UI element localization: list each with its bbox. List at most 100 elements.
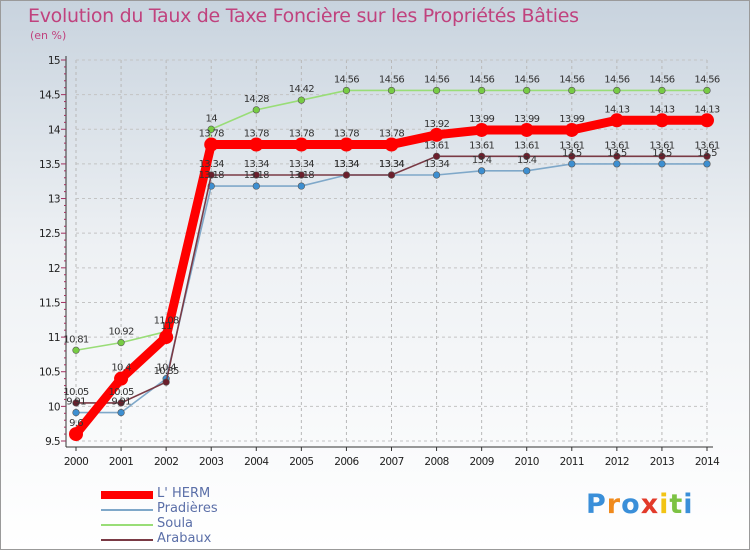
data-label-pradieres: 9.91 (111, 397, 131, 408)
data-point-l-herm (114, 371, 129, 386)
data-label-soula: 14.56 (694, 74, 719, 85)
data-label-soula: 14.56 (649, 74, 674, 85)
data-label-arabaux: 13.34 (334, 159, 359, 170)
y-axis-unit-label: (en %) (30, 29, 67, 42)
data-point-arabaux (162, 378, 170, 386)
data-label-pradieres: 13.5 (697, 148, 717, 159)
data-point-l-herm (429, 127, 444, 142)
data-label-l-herm: 14.13 (694, 104, 719, 115)
data-label-pradieres: 13.5 (562, 148, 582, 159)
y-tick-label: 10.5 (39, 367, 60, 379)
data-label-arabaux: 10.35 (154, 366, 179, 377)
legend-swatch (101, 491, 153, 499)
data-point-soula (252, 106, 260, 114)
data-point-soula (72, 346, 80, 354)
data-point-pradieres (252, 182, 260, 190)
data-point-arabaux (478, 152, 486, 160)
data-point-pradieres (72, 408, 80, 417)
data-point-pradieres (703, 160, 711, 168)
data-point-l-herm (564, 122, 579, 137)
data-label-soula: 14.56 (424, 74, 449, 85)
data-label-l-herm: 13.78 (379, 129, 404, 140)
y-tick-label: 13.5 (39, 159, 60, 171)
data-label-pradieres: 13.18 (199, 170, 224, 181)
y-tick-label: 14.5 (39, 90, 60, 102)
logo-letter: r (606, 489, 622, 520)
data-label-l-herm: 13.99 (559, 114, 584, 125)
data-point-soula (432, 86, 441, 95)
data-point-arabaux (117, 399, 125, 407)
data-point-pradieres (658, 160, 666, 168)
data-point-soula (658, 86, 666, 95)
x-tick-label: 2001 (109, 456, 133, 468)
data-label-soula: 14.56 (559, 74, 584, 85)
data-point-l-herm (69, 427, 83, 442)
data-label-l-herm: 14.13 (649, 104, 674, 115)
data-point-l-herm (204, 137, 219, 152)
data-label-soula: 11.08 (154, 316, 179, 327)
y-tick-label: 14 (48, 124, 61, 136)
data-point-pradieres (523, 167, 531, 175)
data-label-soula: 14.56 (334, 74, 359, 85)
data-point-l-herm (519, 122, 534, 137)
data-point-soula (523, 86, 531, 95)
data-point-l-herm (384, 137, 399, 152)
data-point-soula (613, 86, 621, 95)
data-point-pradieres (478, 167, 486, 175)
data-label-soula: 14.42 (289, 84, 314, 95)
logo-letter: o (621, 489, 641, 520)
data-label-soula: 10.92 (109, 327, 134, 338)
data-label-pradieres: 13.4 (472, 155, 492, 166)
data-point-arabaux (658, 152, 666, 160)
y-tick-label: 9.5 (45, 436, 60, 448)
data-point-soula (568, 86, 576, 95)
legend-label: Soula (157, 516, 194, 531)
legend-item-arabaux: Arabaux (101, 531, 301, 547)
legend-item-soula: Soula (101, 516, 301, 532)
data-point-arabaux (297, 171, 305, 179)
data-label-arabaux: 13.34 (199, 159, 224, 170)
chart-title: Evolution du Taux de Taxe Foncière sur l… (28, 5, 579, 27)
y-tick-label: 10 (48, 401, 60, 413)
data-label-arabaux: 13.34 (289, 159, 314, 170)
data-label-soula: 14.56 (604, 74, 629, 85)
x-tick-label: 2003 (199, 456, 223, 468)
x-tick-label: 2014 (695, 456, 720, 468)
data-point-l-herm (609, 113, 624, 128)
data-point-soula (117, 339, 125, 347)
data-label-arabaux: 13.61 (604, 140, 629, 151)
data-label-l-herm: 13.78 (334, 129, 359, 140)
y-tick-label: 15 (48, 55, 60, 67)
data-label-soula: 14.56 (514, 74, 539, 85)
data-label-arabaux: 10.05 (109, 387, 134, 398)
data-label-l-herm: 13.92 (424, 119, 449, 130)
x-tick-label: 2000 (64, 456, 88, 468)
data-point-arabaux (523, 152, 531, 160)
legend-label: Arabaux (157, 531, 212, 546)
data-point-l-herm (294, 137, 309, 152)
data-label-l-herm: 9.6 (69, 418, 83, 429)
data-point-arabaux (568, 152, 576, 160)
data-label-pradieres: 13.5 (607, 148, 627, 159)
data-label-soula: 14.56 (469, 74, 494, 85)
data-point-soula (387, 86, 396, 95)
data-label-pradieres: 13.18 (289, 170, 314, 181)
x-tick-label: 2006 (334, 456, 359, 468)
data-point-l-herm (474, 122, 489, 137)
data-label-l-herm: 13.78 (199, 129, 224, 140)
data-point-soula (478, 86, 486, 95)
data-point-pradieres (297, 182, 305, 190)
data-point-arabaux (703, 152, 711, 160)
data-label-arabaux: 13.34 (379, 159, 404, 170)
proxiti-logo: Proxiti (586, 489, 694, 520)
data-label-l-herm: 13.78 (244, 129, 269, 140)
x-tick-label: 2012 (605, 456, 629, 468)
data-label-pradieres: 9.91 (66, 397, 86, 408)
legend-label: L' HERM (157, 486, 211, 501)
data-label-l-herm: 13.99 (514, 114, 539, 125)
data-point-pradieres (613, 160, 621, 168)
data-label-arabaux: 13.34 (244, 159, 269, 170)
data-point-soula (703, 86, 711, 95)
